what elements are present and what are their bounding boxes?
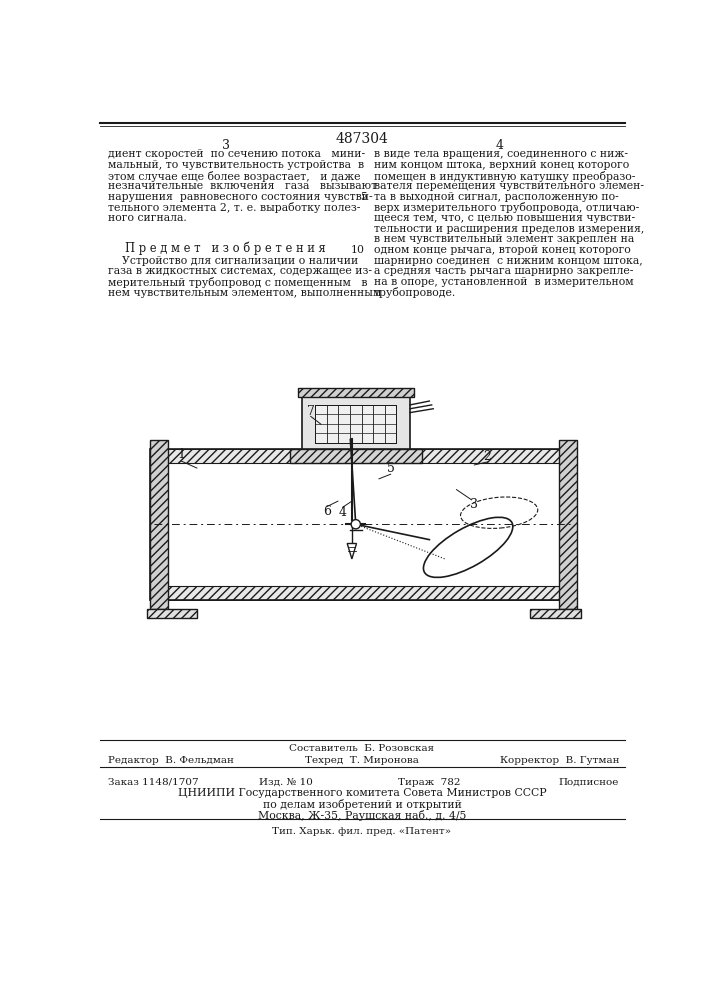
Text: Москва, Ж-35, Раушская наб., д. 4/5: Москва, Ж-35, Раушская наб., д. 4/5: [258, 810, 466, 821]
Text: 6: 6: [323, 505, 331, 518]
Text: незначительные  включения   газа   вызывают: незначительные включения газа вызывают: [107, 181, 377, 191]
Circle shape: [351, 520, 361, 529]
Polygon shape: [347, 544, 356, 559]
Bar: [146, 609, 197, 618]
Text: мальный, то чувствительность устройства  в: мальный, то чувствительность устройства …: [107, 160, 364, 170]
Text: 1: 1: [177, 448, 185, 461]
Text: 10: 10: [351, 245, 365, 255]
Text: Корректор  В. Гутман: Корректор В. Гутман: [500, 756, 619, 765]
Bar: [290, 449, 421, 463]
Bar: [151, 449, 577, 600]
Text: 2: 2: [484, 450, 491, 463]
Text: ним концом штока, верхний конец которого: ним концом штока, верхний конец которого: [373, 160, 629, 170]
Bar: [301, 397, 410, 449]
Text: Подписное: Подписное: [559, 778, 619, 787]
Bar: [530, 609, 580, 618]
Text: помещен в индуктивную катушку преобразо-: помещен в индуктивную катушку преобразо-: [373, 171, 635, 182]
Text: а средняя часть рычага шарнирно закрепле-: а средняя часть рычага шарнирно закрепле…: [373, 266, 633, 276]
Text: по делам изобретений и открытий: по делам изобретений и открытий: [262, 799, 462, 810]
Bar: [151, 440, 168, 609]
Text: Техред  Т. Миронова: Техред Т. Миронова: [305, 756, 419, 765]
Text: этом случае еще более возрастает,   и даже: этом случае еще более возрастает, и даже: [107, 171, 361, 182]
Bar: [164, 463, 563, 586]
Text: Тираж  782: Тираж 782: [398, 778, 461, 787]
Text: тельного элемента 2, т. е. выработку полез-: тельного элемента 2, т. е. выработку пол…: [107, 202, 360, 213]
Text: нарушения  равновесного состояния чувстви-: нарушения равновесного состояния чувстви…: [107, 192, 373, 202]
Bar: [164, 586, 563, 600]
Bar: [315, 405, 396, 443]
Text: диент скоростей  по сечению потока   мини-: диент скоростей по сечению потока мини-: [107, 149, 365, 159]
Text: та в выходной сигнал, расположенную по-: та в выходной сигнал, расположенную по-: [373, 192, 619, 202]
Text: нем чувствительным элементом, выполненным: нем чувствительным элементом, выполненны…: [107, 288, 381, 298]
Text: 5: 5: [387, 462, 395, 475]
Text: Устройство для сигнализации о наличии: Устройство для сигнализации о наличии: [107, 256, 358, 266]
Text: Составитель  Б. Розовская: Составитель Б. Розовская: [289, 744, 435, 753]
Text: тельности и расширения пределов измерения,: тельности и расширения пределов измерени…: [373, 224, 644, 234]
Text: мерительный трубопровод с помещенным   в: мерительный трубопровод с помещенным в: [107, 277, 367, 288]
Bar: [290, 449, 421, 463]
Text: 487304: 487304: [336, 132, 388, 146]
Text: на в опоре, установленной  в измерительном: на в опоре, установленной в измерительно…: [373, 277, 633, 287]
Text: 4: 4: [495, 139, 503, 152]
Text: в виде тела вращения, соединенного с ниж-: в виде тела вращения, соединенного с ниж…: [373, 149, 628, 159]
Bar: [298, 388, 414, 397]
Text: в нем чувствительный элемент закреплен на: в нем чувствительный элемент закреплен н…: [373, 234, 633, 244]
Text: Тип. Харьк. фил. пред. «Патент»: Тип. Харьк. фил. пред. «Патент»: [272, 827, 452, 836]
Bar: [530, 609, 580, 618]
Text: 3: 3: [470, 498, 479, 512]
Text: вателя перемещения чувствительного элемен-: вателя перемещения чувствительного элеме…: [373, 181, 643, 191]
Text: 7: 7: [307, 405, 315, 418]
Text: верх измерительного трубопровода, отличаю-: верх измерительного трубопровода, отлича…: [373, 202, 639, 213]
Bar: [559, 440, 577, 609]
Text: щееся тем, что, с целью повышения чувстви-: щееся тем, что, с целью повышения чувств…: [373, 213, 635, 223]
Bar: [559, 440, 577, 609]
Bar: [164, 449, 563, 463]
Text: 4: 4: [339, 506, 346, 519]
Text: ного сигнала.: ного сигнала.: [107, 213, 187, 223]
Bar: [151, 440, 168, 609]
Text: трубопроводе.: трубопроводе.: [373, 287, 456, 298]
Text: газа в жидкостных системах, содержащее из-: газа в жидкостных системах, содержащее и…: [107, 266, 372, 276]
Text: ЦНИИПИ Государственного комитета Совета Министров СССР: ЦНИИПИ Государственного комитета Совета …: [177, 788, 547, 798]
Text: Изд. № 10: Изд. № 10: [259, 778, 312, 787]
Text: 5: 5: [360, 192, 367, 202]
Text: шарнирно соединен  с нижним концом штока,: шарнирно соединен с нижним концом штока,: [373, 256, 643, 266]
Text: 3: 3: [221, 139, 230, 152]
Bar: [298, 388, 414, 397]
Bar: [131, 405, 596, 628]
Text: Редактор  В. Фельдман: Редактор В. Фельдман: [107, 756, 233, 765]
Text: П р е д м е т   и з о б р е т е н и я: П р е д м е т и з о б р е т е н и я: [125, 242, 326, 255]
Text: одном конце рычага, второй конец которого: одном конце рычага, второй конец которог…: [373, 245, 631, 255]
Bar: [146, 609, 197, 618]
Text: Заказ 1148/1707: Заказ 1148/1707: [107, 778, 199, 787]
